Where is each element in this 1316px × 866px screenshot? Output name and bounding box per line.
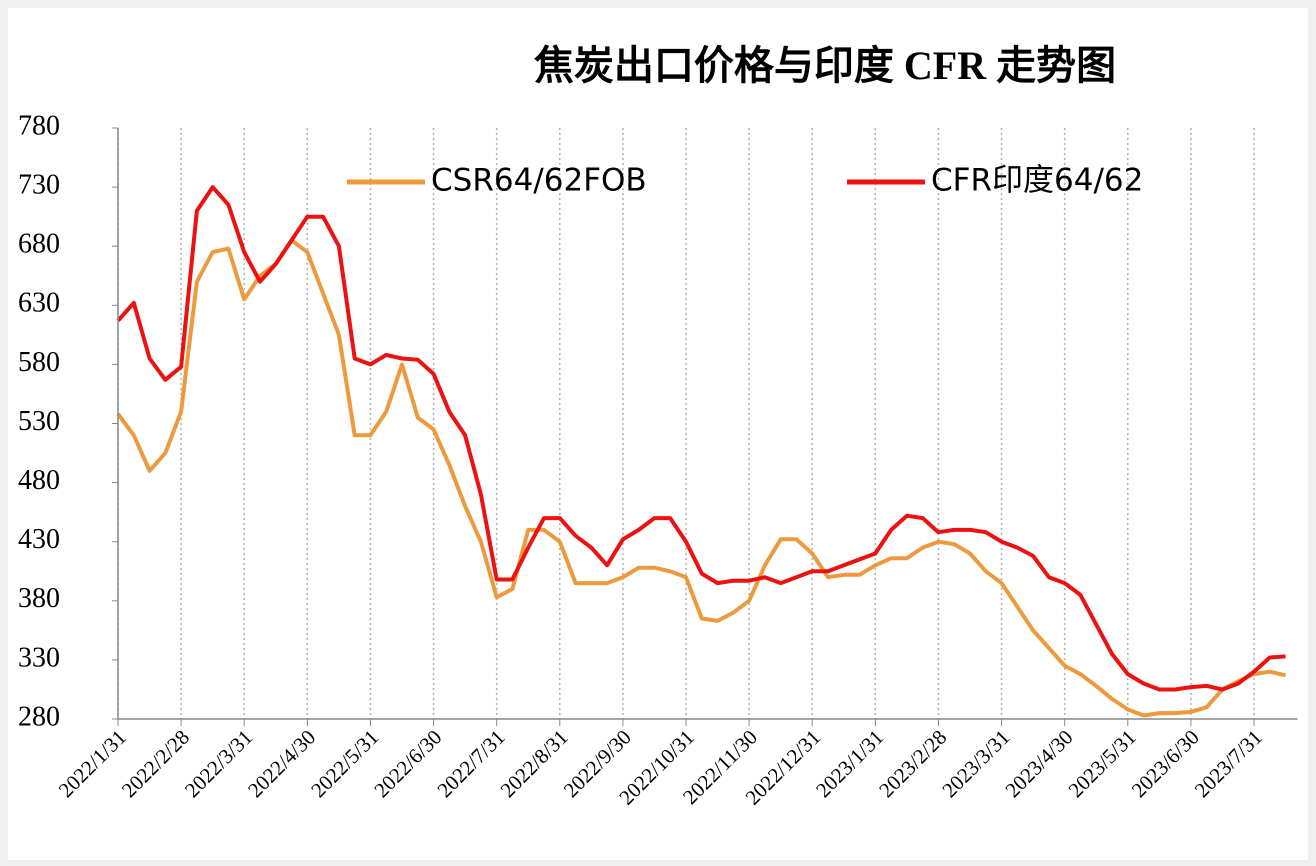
lines xyxy=(116,185,1287,718)
series-line xyxy=(116,238,1287,718)
y-tick-label: 680 xyxy=(18,229,60,260)
y-tick-label: 780 xyxy=(18,110,60,141)
chart-area xyxy=(8,8,1308,860)
y-tick-label: 530 xyxy=(18,406,60,437)
series-line xyxy=(116,185,1286,692)
y-tick-label: 430 xyxy=(18,524,60,555)
y-tick-label: 730 xyxy=(18,170,60,201)
y-tick-label: 280 xyxy=(18,701,60,732)
y-tick-label: 580 xyxy=(18,347,60,378)
y-tick-label: 630 xyxy=(18,288,60,319)
y-tick-label: 330 xyxy=(18,642,60,673)
chart-title: 焦炭出口价格与印度 CFR 走势图 xyxy=(534,43,1116,88)
y-tick-label: 380 xyxy=(18,583,60,614)
legend-label: CFR印度64/62 xyxy=(931,163,1143,199)
legend-label: CSR64/62FOB xyxy=(431,163,647,199)
legend: CSR64/62FOB CFR印度64/62 xyxy=(347,163,1143,199)
y-tick-label: 480 xyxy=(18,465,60,496)
